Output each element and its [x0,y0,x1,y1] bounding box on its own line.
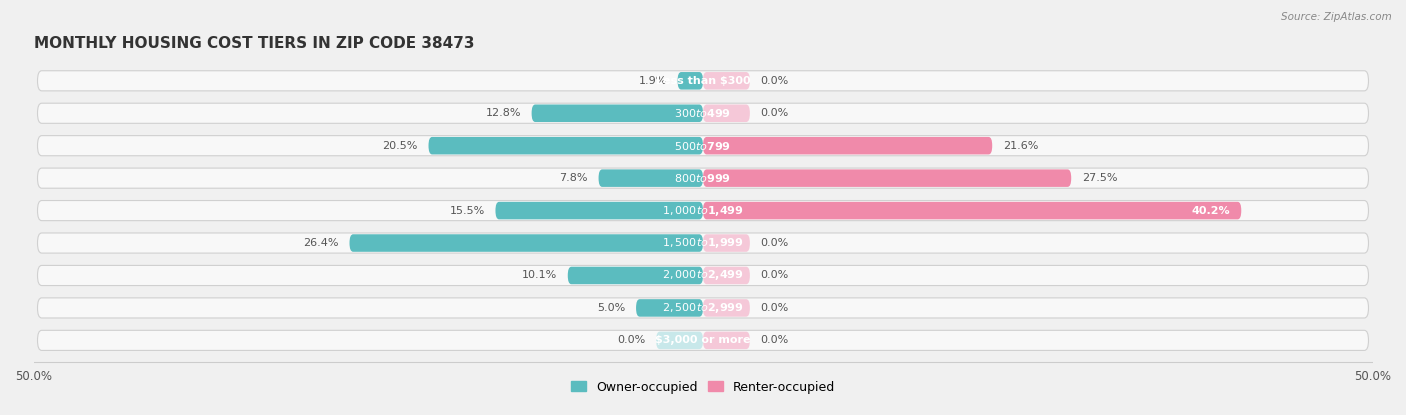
Text: MONTHLY HOUSING COST TIERS IN ZIP CODE 38473: MONTHLY HOUSING COST TIERS IN ZIP CODE 3… [34,36,474,51]
Text: 0.0%: 0.0% [761,303,789,313]
FancyBboxPatch shape [38,266,1368,286]
Text: 20.5%: 20.5% [382,141,418,151]
FancyBboxPatch shape [703,234,749,252]
FancyBboxPatch shape [38,233,1368,253]
FancyBboxPatch shape [703,202,1241,220]
Text: $2,500 to $2,999: $2,500 to $2,999 [662,301,744,315]
FancyBboxPatch shape [703,267,749,284]
FancyBboxPatch shape [703,72,749,90]
Text: 5.0%: 5.0% [598,303,626,313]
FancyBboxPatch shape [703,332,749,349]
FancyBboxPatch shape [38,136,1368,156]
Text: $2,000 to $2,499: $2,000 to $2,499 [662,269,744,283]
Text: 0.0%: 0.0% [761,335,789,345]
FancyBboxPatch shape [703,105,749,122]
Text: 40.2%: 40.2% [1192,205,1230,215]
FancyBboxPatch shape [657,332,703,349]
Text: $500 to $799: $500 to $799 [675,140,731,152]
FancyBboxPatch shape [38,71,1368,91]
Text: 26.4%: 26.4% [304,238,339,248]
FancyBboxPatch shape [678,72,703,90]
FancyBboxPatch shape [636,299,703,317]
FancyBboxPatch shape [429,137,703,154]
Text: $1,500 to $1,999: $1,500 to $1,999 [662,236,744,250]
FancyBboxPatch shape [495,202,703,220]
Text: $800 to $999: $800 to $999 [675,172,731,184]
Text: 7.8%: 7.8% [560,173,588,183]
Text: 12.8%: 12.8% [485,108,520,118]
Text: 27.5%: 27.5% [1083,173,1118,183]
Legend: Owner-occupied, Renter-occupied: Owner-occupied, Renter-occupied [567,376,839,398]
FancyBboxPatch shape [38,200,1368,221]
FancyBboxPatch shape [568,267,703,284]
Text: 0.0%: 0.0% [617,335,645,345]
Text: $1,000 to $1,499: $1,000 to $1,499 [662,204,744,217]
FancyBboxPatch shape [531,105,703,122]
Text: 0.0%: 0.0% [761,238,789,248]
Text: 0.0%: 0.0% [761,271,789,281]
Text: 10.1%: 10.1% [522,271,557,281]
Text: 15.5%: 15.5% [450,205,485,215]
FancyBboxPatch shape [38,168,1368,188]
Text: Less than $300: Less than $300 [655,76,751,86]
Text: 1.9%: 1.9% [638,76,666,86]
FancyBboxPatch shape [703,137,993,154]
Text: $300 to $499: $300 to $499 [675,107,731,119]
FancyBboxPatch shape [599,169,703,187]
FancyBboxPatch shape [703,299,749,317]
Text: $3,000 or more: $3,000 or more [655,335,751,345]
FancyBboxPatch shape [38,298,1368,318]
Text: Source: ZipAtlas.com: Source: ZipAtlas.com [1281,12,1392,22]
FancyBboxPatch shape [38,330,1368,350]
FancyBboxPatch shape [703,169,1071,187]
FancyBboxPatch shape [350,234,703,252]
Text: 0.0%: 0.0% [761,108,789,118]
FancyBboxPatch shape [38,103,1368,123]
Text: 21.6%: 21.6% [1002,141,1038,151]
Text: 0.0%: 0.0% [761,76,789,86]
